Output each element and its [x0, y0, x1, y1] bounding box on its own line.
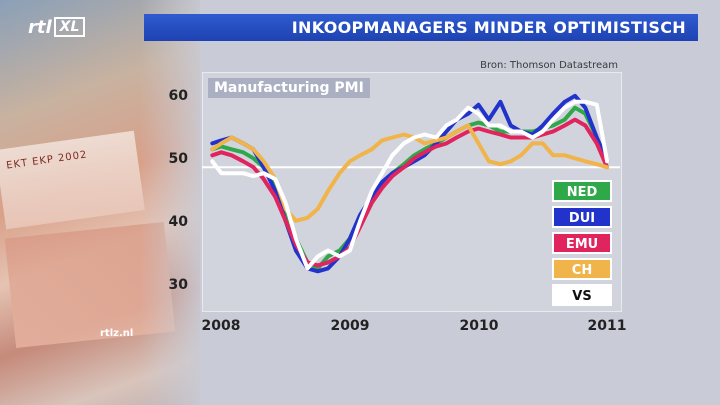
headline: INKOOPMANAGERS MINDER OPTIMISTISCH: [291, 18, 686, 37]
channel-logo: rtl XL: [28, 16, 86, 38]
series-line-dui: [210, 93, 610, 274]
title-bar: INKOOPMANAGERS MINDER OPTIMISTISCH: [144, 14, 698, 41]
site-label: rtlz.nl: [100, 328, 134, 339]
x-tick-label: 2010: [459, 318, 499, 334]
x-tick-label: 2009: [330, 318, 370, 334]
legend-ned: NED: [552, 180, 612, 202]
y-tick-label: 40: [168, 214, 188, 230]
series-line-emu: [210, 117, 610, 268]
y-tick-label: 30: [168, 277, 188, 293]
legend-ch: CH: [552, 258, 612, 280]
legend-dui: DUI: [552, 206, 612, 228]
source-label: Bron: Thomson Datastream: [480, 60, 618, 71]
logo-text: rtl: [28, 16, 52, 38]
chart-title: Manufacturing PMI: [208, 78, 370, 98]
y-tick-label: 60: [168, 88, 188, 104]
x-tick-label: 2008: [201, 318, 241, 334]
series-line-vs: [210, 99, 610, 271]
legend-vs: VS: [552, 284, 612, 306]
legend-emu: EMU: [552, 232, 612, 254]
x-tick-label: 2011: [587, 318, 627, 334]
logo-box: XL: [53, 17, 86, 37]
y-tick-label: 50: [168, 151, 188, 167]
